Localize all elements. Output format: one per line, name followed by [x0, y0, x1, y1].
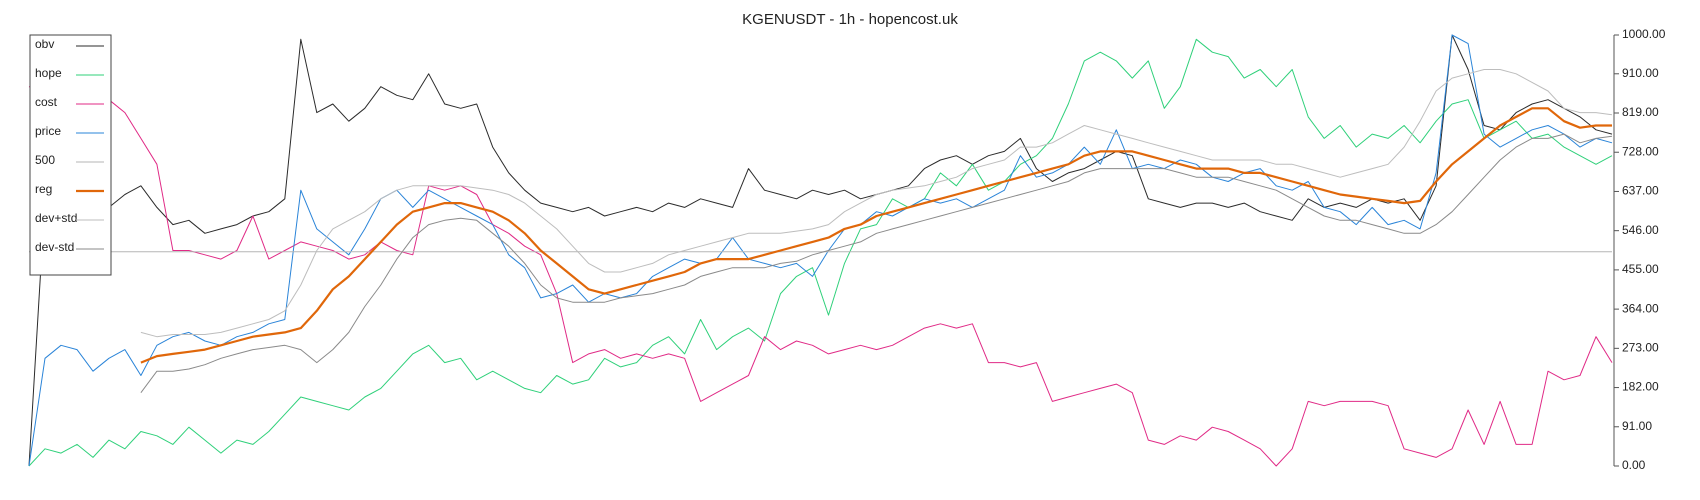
series-line	[28, 34, 1613, 467]
series-line	[140, 133, 1613, 393]
series-line	[28, 38, 1613, 467]
legend-label: reg	[35, 182, 52, 196]
series-line	[28, 34, 1613, 467]
legend-label: dev-std	[35, 240, 74, 254]
y-tick-label: 1000.00	[1622, 27, 1666, 41]
y-tick-label: 910.00	[1622, 66, 1659, 80]
y-tick-label: 0.00	[1622, 458, 1646, 472]
legend-label: 500	[35, 153, 55, 167]
legend-label: price	[35, 124, 61, 138]
legend-label: cost	[35, 95, 58, 109]
series-line	[28, 86, 1613, 467]
y-tick-label: 91.00	[1622, 419, 1652, 433]
legend: obv hope cost price 500 reg dev+std dev-std	[29, 34, 112, 276]
y-tick-label: 546.00	[1622, 223, 1659, 237]
legend-label: dev+std	[35, 211, 77, 225]
plot-area: 0.00 91.00 182.00 273.00 364.00 455.00 546.00 6…	[28, 27, 1666, 472]
y-tick-label: 455.00	[1622, 262, 1659, 276]
y-tick-label: 819.00	[1622, 105, 1659, 119]
legend-label: obv	[35, 37, 54, 51]
series-line	[140, 69, 1613, 338]
chart-title: KGENUSDT - 1h - hopencost.uk	[742, 11, 958, 28]
legend-label: hope	[35, 66, 62, 80]
y-tick-label: 728.00	[1622, 144, 1659, 158]
y-tick-label: 273.00	[1622, 341, 1659, 355]
series-line	[140, 107, 1612, 364]
y-tick-label: 637.00	[1622, 184, 1659, 198]
y-tick-label: 182.00	[1622, 380, 1659, 394]
y-tick-label: 364.00	[1622, 301, 1659, 315]
